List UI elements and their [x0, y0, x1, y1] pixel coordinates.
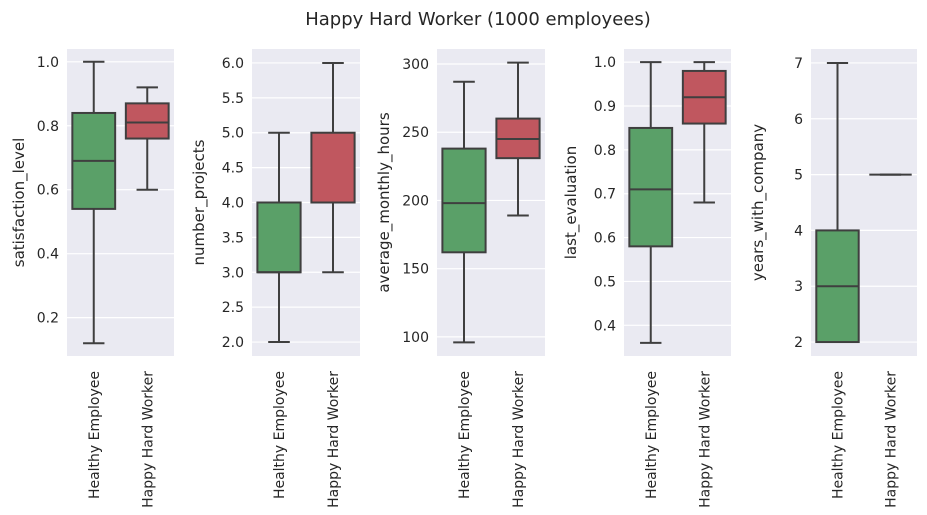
box-healthy-employee: [71, 60, 117, 345]
y-tick-label: 6.0: [222, 56, 244, 72]
box-happy-hard-worker: [495, 61, 541, 217]
y-tick-label: 300: [402, 57, 429, 73]
y-tick-label: 0.9: [594, 99, 616, 115]
iqr-box: [441, 147, 487, 254]
box-healthy-employee: [256, 131, 302, 344]
y-tick-label: 150: [402, 262, 429, 278]
y-tick-label: 4.5: [222, 161, 244, 177]
y-tick-label: 6: [794, 112, 803, 128]
subplot-1: 0.2 0.4 0.6 0.8 1.0 satisfaction_level Healthy…: [10, 49, 174, 508]
y-tick-label: 0.4: [594, 318, 616, 334]
box-healthy-employee: [815, 61, 860, 344]
y-tick-label: 0.7: [594, 187, 616, 203]
y-tick-label: 2.5: [222, 300, 244, 316]
y-axis-label: average_monthly_hours: [375, 112, 394, 292]
y-axis-label: satisfaction_level: [10, 138, 29, 268]
y-tick-label: 2.0: [222, 335, 244, 351]
y-tick-label: 0.2: [37, 311, 59, 327]
x-tick-label: Healthy Employee: [457, 371, 473, 499]
y-tick-label: 7: [794, 56, 803, 72]
y-tick-label: 5.5: [222, 91, 244, 107]
y-tick-label: 1.0: [37, 55, 59, 71]
subplot-5: 2 3 4 5 6 7 years_with_company Healthy Employee…: [749, 49, 917, 508]
y-tick-label: 3: [794, 279, 803, 295]
subplot-2: 2.0 2.5 3.0 3.5 4.0 4.5 5.0 5.5 6.0 number_projec…: [190, 49, 360, 508]
y-axis-label: last_evaluation: [562, 146, 581, 259]
iqr-box: [628, 126, 674, 248]
y-tick-label: 3.0: [222, 265, 244, 281]
figure-title: Happy Hard Worker (1000 employees): [305, 9, 651, 30]
x-tick-label: Happy Hard Worker: [884, 371, 900, 508]
iqr-box: [124, 102, 170, 140]
y-tick-label: 0.6: [594, 231, 616, 247]
y-tick-label: 0.8: [37, 119, 59, 135]
box-happy-hard-worker: [124, 86, 170, 191]
y-tick-label: 0.8: [594, 143, 616, 159]
y-tick-label: 5: [794, 168, 803, 184]
box-healthy-employee: [628, 61, 674, 344]
y-tick-label: 3.5: [222, 230, 244, 246]
iqr-box: [310, 131, 356, 204]
x-tick-label: Healthy Employee: [272, 371, 288, 499]
x-tick-label: Healthy Employee: [87, 371, 103, 499]
subplot-4: 0.4 0.5 0.6 0.7 0.8 0.9 1.0 last_evaluation Heal…: [562, 49, 731, 508]
box-healthy-employee: [441, 80, 487, 344]
y-tick-label: 2: [794, 335, 803, 351]
y-tick-label: 0.5: [594, 274, 616, 290]
y-tick-label: 5.0: [222, 126, 244, 142]
y-tick-label: 1.0: [594, 55, 616, 71]
y-tick-label: 0.4: [37, 247, 59, 263]
box-happy-hard-worker: [681, 61, 727, 204]
y-axis-label: number_projects: [190, 139, 209, 265]
y-tick-label: 0.6: [37, 183, 59, 199]
iqr-box: [256, 201, 302, 274]
y-tick-label: 4.0: [222, 196, 244, 212]
x-tick-label: Happy Hard Worker: [140, 371, 156, 508]
subplots: 0.2 0.4 0.6 0.8 1.0 satisfaction_level Healthy…: [10, 49, 917, 508]
y-axis-label: years_with_company: [749, 124, 768, 281]
x-tick-label: Happy Hard Worker: [326, 371, 342, 508]
x-tick-label: Healthy Employee: [831, 371, 847, 499]
subplot-3: 100 150 200 250 300 average_monthly_hours Heal…: [375, 49, 545, 508]
x-tick-label: Healthy Employee: [644, 371, 660, 499]
y-tick-label: 200: [402, 193, 429, 209]
box-happy-hard-worker: [310, 61, 356, 274]
y-tick-label: 4: [794, 223, 803, 239]
x-tick-label: Happy Hard Worker: [697, 371, 713, 508]
x-tick-label: Happy Hard Worker: [511, 371, 527, 508]
y-tick-label: 100: [402, 330, 429, 346]
y-tick-label: 250: [402, 125, 429, 141]
